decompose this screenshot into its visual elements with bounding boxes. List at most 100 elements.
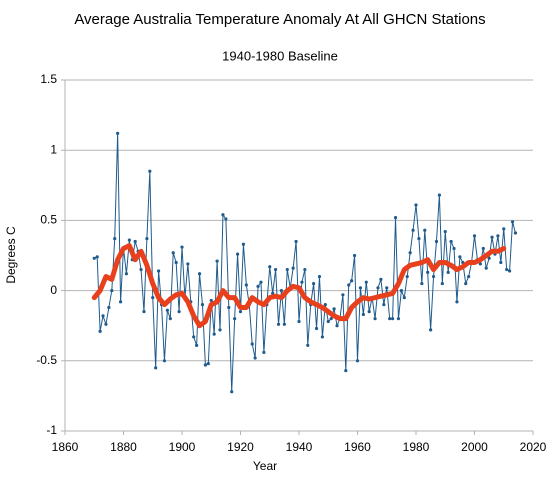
data-point	[104, 322, 108, 326]
data-point	[358, 286, 363, 290]
data-point	[364, 280, 368, 284]
data-point	[320, 335, 324, 339]
data-point	[443, 230, 447, 234]
data-point	[385, 286, 389, 290]
data-point	[382, 303, 386, 307]
data-point	[429, 328, 433, 332]
data-point	[317, 274, 322, 279]
data-point	[388, 317, 392, 321]
x-axis-label: Year	[253, 459, 277, 473]
x-tick-label: 1860	[52, 440, 79, 454]
data-point	[361, 312, 365, 317]
data-point	[186, 262, 190, 266]
data-point	[142, 310, 146, 314]
data-point	[420, 281, 424, 286]
data-point	[423, 228, 427, 232]
data-point	[314, 326, 319, 331]
data-point	[180, 245, 184, 249]
data-point	[376, 286, 380, 290]
data-point	[472, 234, 477, 238]
data-point	[396, 317, 401, 321]
data-point	[171, 251, 175, 255]
data-point	[437, 193, 441, 197]
data-point	[174, 260, 178, 265]
data-point	[464, 281, 468, 286]
data-point	[285, 267, 289, 272]
data-point	[478, 262, 482, 266]
x-tick-label: 1980	[403, 440, 430, 454]
data-point	[256, 284, 260, 288]
data-point	[98, 329, 102, 333]
data-point	[487, 256, 491, 260]
data-point	[118, 300, 123, 304]
x-tick-label: 1940	[286, 440, 313, 454]
x-tick-label: 2000	[461, 440, 488, 454]
x-tick-label: 1960	[344, 440, 371, 454]
data-point	[224, 217, 228, 221]
data-point	[426, 270, 430, 274]
data-point	[262, 350, 266, 354]
data-point	[124, 272, 129, 276]
data-point	[282, 322, 286, 326]
data-point	[499, 260, 503, 265]
data-point	[253, 356, 257, 360]
data-point	[379, 277, 383, 281]
data-point	[297, 319, 301, 324]
data-point	[291, 266, 295, 270]
data-point	[431, 274, 436, 279]
data-point	[508, 269, 512, 273]
data-point	[391, 317, 395, 321]
data-point	[212, 332, 216, 336]
data-point	[414, 203, 418, 207]
data-point	[402, 296, 406, 300]
data-point	[405, 274, 409, 279]
data-point	[341, 293, 345, 297]
data-point	[335, 324, 339, 328]
data-point	[157, 269, 161, 273]
data-point	[116, 131, 120, 135]
data-point	[350, 279, 354, 283]
data-point	[312, 281, 316, 286]
data-point	[235, 252, 240, 256]
chart-subtitle: 1940-1980 Baseline	[222, 48, 338, 63]
data-point	[446, 270, 450, 274]
data-point	[452, 246, 456, 251]
data-point	[434, 239, 439, 244]
smoothed-line	[91, 243, 507, 329]
data-point	[323, 303, 327, 307]
data-point	[332, 307, 336, 311]
y-tick-label: -1	[46, 423, 57, 437]
x-tick-label: 1900	[169, 440, 196, 454]
y-tick-label: 1.5	[40, 72, 57, 86]
data-point	[259, 280, 263, 284]
data-point	[326, 319, 330, 324]
data-point	[481, 246, 485, 251]
data-point	[165, 308, 169, 312]
y-tick-label: 1	[50, 142, 57, 156]
data-point	[92, 256, 96, 260]
y-tick-label: -0.5	[36, 353, 57, 367]
data-point	[458, 255, 462, 259]
data-point	[233, 317, 237, 321]
data-point	[195, 343, 199, 347]
x-tick-label: 2020	[520, 440, 547, 454]
data-point	[510, 220, 515, 224]
data-point	[300, 280, 304, 284]
data-point	[200, 303, 205, 307]
data-point	[218, 328, 222, 332]
data-point	[274, 267, 278, 272]
data-point	[133, 239, 137, 244]
data-point	[467, 274, 471, 279]
data-point	[449, 239, 453, 244]
data-point	[367, 310, 371, 314]
data-point	[393, 215, 398, 220]
data-point	[221, 213, 225, 217]
data-point	[294, 239, 298, 244]
data-point	[127, 238, 131, 242]
data-point	[440, 281, 444, 286]
data-point	[490, 235, 494, 239]
data-point	[484, 266, 488, 270]
data-point	[513, 231, 518, 235]
